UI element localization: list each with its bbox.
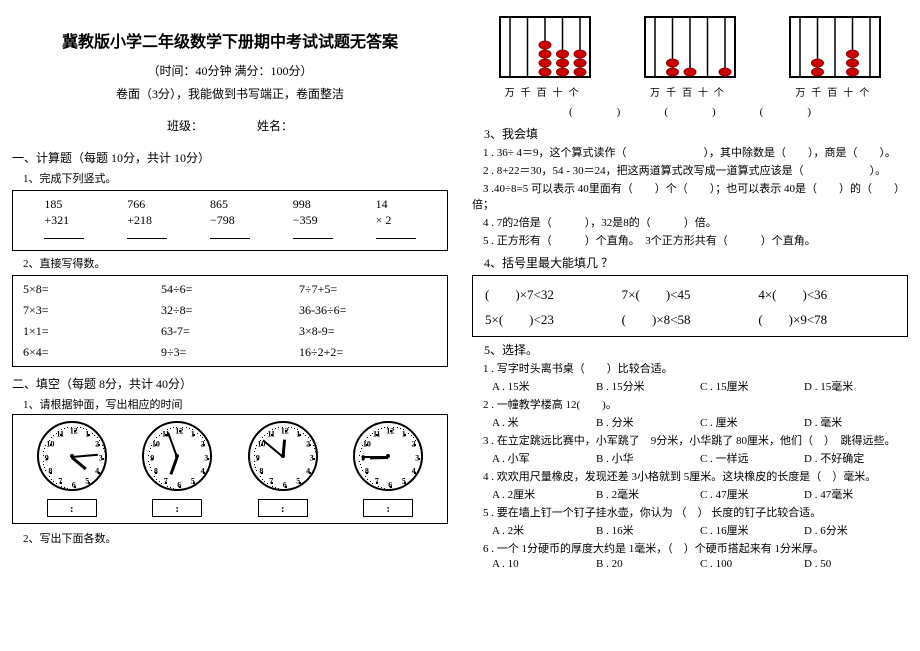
br: 4×( )<36 [758, 284, 895, 303]
clock: 123456789101112 : [248, 421, 318, 517]
choice-opts: A . 米B . 分米C . 厘米D . 毫米 [492, 414, 908, 430]
abacus: 万千百十个 [635, 12, 745, 99]
choice-q: 5 . 要在墙上钉一个钉子挂水壶，你认为 （ ） 长度的钉子比较合适。 [472, 504, 908, 520]
choice-opt: C . 一样远 [700, 450, 804, 466]
vert-item: 766+218 [127, 197, 167, 244]
eq: 3×8-9= [299, 324, 437, 339]
exam-note: 卷面（3分），我能做到书写端正，卷面整洁 [12, 85, 448, 102]
choice-opt: A . 15米 [492, 378, 596, 394]
vert-item: 14× 2 [376, 197, 416, 244]
q2-4: 4、括号里最大能填几 ？ [472, 254, 908, 271]
fill-line: 5 . 正方形有（ ）个直角。 3个正方形共有（ ）个直角。 [472, 232, 908, 248]
exam-time: （时间：40分钟 满分：100分） [12, 62, 448, 79]
name-line: 班级： 姓名： [12, 117, 448, 134]
time-box: : [363, 499, 413, 517]
choice-opt: B . 20 [596, 558, 700, 570]
fill-line: 3 .40÷8=5 可以表示 40里面有（ ）个（ ）；也可以表示 40是（ ）… [472, 180, 908, 212]
fill-line: 4 . 7的2倍是（ ），32是8的（ ）倍。 [472, 214, 908, 230]
choice-q: 3 . 在立定跳远比赛中，小军跳了 9分米，小华跳了 80厘米，他们（ ） 跳得… [472, 432, 908, 448]
choice-opt: D . 50 [804, 558, 908, 570]
vertical-calc-box: 185+321 766+218 865−798 998−359 14× 2 [12, 190, 448, 251]
eq: 9÷3= [161, 345, 299, 360]
choice-opts: A . 小军B . 小华C . 一样远D . 不好确定 [492, 450, 908, 466]
clock: 123456789101112 : [37, 421, 107, 517]
choice-opt: A . 10 [492, 558, 596, 570]
q1-2: 2、直接写得数。 [12, 255, 448, 271]
choice-opt: D . 6分米 [804, 522, 908, 538]
clock: 123456789101112 : [353, 421, 423, 517]
eq: 5×8= [23, 282, 161, 297]
q1-1: 1、完成下列竖式。 [12, 170, 448, 186]
choice-q: 4 . 欢欢用尺量橡皮，发现还差 3小格就到 5厘米。这块橡皮的长度是（ ）毫米… [472, 468, 908, 484]
eq: 1×1= [23, 324, 161, 339]
choice-opt: B . 16米 [596, 522, 700, 538]
choice-opt: C . 厘米 [700, 414, 804, 430]
choice-q: 1 . 写字时头离书桌（ ）比较合适。 [472, 360, 908, 376]
choice-opts: A . 2米B . 16米C . 16厘米D . 6分米 [492, 522, 908, 538]
choice-opt: A . 2厘米 [492, 486, 596, 502]
vert-item: 865−798 [210, 197, 250, 244]
eq: 7×3= [23, 303, 161, 318]
choice-opt: C . 15厘米 [700, 378, 804, 394]
mental-calc-box: 5×8= 54÷6= 7÷7+5= 7×3= 32÷8= 36-36÷6= 1×… [12, 275, 448, 367]
choice-opt: D . 47毫米 [804, 486, 908, 502]
br: ( )×8<58 [622, 309, 759, 328]
q2-5: 5、选择。 [472, 341, 908, 358]
clocks-box: 123456789101112 : 123456789101112 : 123456… [12, 414, 448, 524]
choice-opt: C . 16厘米 [700, 522, 804, 538]
exam-title: 冀教版小学二年级数学下册期中考试试题无答案 [12, 28, 448, 52]
choice-opt: B . 分米 [596, 414, 700, 430]
choice-opt: D . 15毫米 [804, 378, 908, 394]
time-box: : [258, 499, 308, 517]
abacus-answers: ( ) ( ) ( ) [472, 103, 908, 119]
eq: 16÷2+2= [299, 345, 437, 360]
section-1: 一、计算题（每题 10分，共计 10分） [12, 149, 448, 166]
choice-q: 2 . 一幢教学楼高 12( )。 [472, 396, 908, 412]
choice-opt: B . 2毫米 [596, 486, 700, 502]
choice-opt: A . 2米 [492, 522, 596, 538]
time-box: : [47, 499, 97, 517]
choice-opt: C . 100 [700, 558, 804, 570]
choice-opt: A . 小军 [492, 450, 596, 466]
eq: 54÷6= [161, 282, 299, 297]
abacus-labels: 万千百十个 [780, 84, 890, 99]
br: ( )×7<32 [485, 284, 622, 303]
abacus: 万千百十个 [490, 12, 600, 99]
choice-q: 6 . 一个 1分硬币的厚度大约是 1毫米，（ ）个硬币搭起来有 1分米厚。 [472, 540, 908, 556]
br: 7×( )<45 [622, 284, 759, 303]
vert-item: 998−359 [293, 197, 333, 244]
abacus-labels: 万千百十个 [490, 84, 600, 99]
br: 5×( )<23 [485, 309, 622, 328]
choice-opts: A . 15米B . 15分米C . 15厘米D . 15毫米 [492, 378, 908, 394]
bracket-box: ( )×7<32 7×( )<45 4×( )<36 5×( )<23 ( )×… [472, 275, 908, 337]
choice-opt: D . 不好确定 [804, 450, 908, 466]
choice-opt: D . 毫米 [804, 414, 908, 430]
choice-opt: A . 米 [492, 414, 596, 430]
time-box: : [152, 499, 202, 517]
fill-line: 2 . 8+22＝30，54 - 30＝24，把这两道算式改写成一道算式应该是（… [472, 162, 908, 178]
abacus-labels: 万千百十个 [635, 84, 745, 99]
choice-opts: A . 2厘米B . 2毫米C . 47厘米D . 47毫米 [492, 486, 908, 502]
choice-opt: B . 小华 [596, 450, 700, 466]
q2-3: 3、我会填 [472, 125, 908, 142]
eq: 36-36÷6= [299, 303, 437, 318]
section-2: 二、填空（每题 8分，共计 40分） [12, 375, 448, 392]
choice-opt: C . 47厘米 [700, 486, 804, 502]
q2-2: 2、写出下面各数。 [12, 530, 448, 546]
abacus-row: 万千百十个 万千百十个 万千百十个 [472, 8, 908, 103]
choice-opts: A . 10B . 20C . 100D . 50 [492, 558, 908, 570]
clock: 123456789101112 : [142, 421, 212, 517]
br: ( )×9<78 [758, 309, 895, 328]
q2-1: 1、请根据钟面，写出相应的时间 [12, 396, 448, 412]
eq: 63-7= [161, 324, 299, 339]
eq: 6×4= [23, 345, 161, 360]
fill-line: 1 . 36÷ 4＝9，这个算式读作（ ），其中除数是（ ），商是（ ）。 [472, 144, 908, 160]
vert-item: 185+321 [44, 197, 84, 244]
abacus: 万千百十个 [780, 12, 890, 99]
choice-opt: B . 15分米 [596, 378, 700, 394]
eq: 7÷7+5= [299, 282, 437, 297]
eq: 32÷8= [161, 303, 299, 318]
